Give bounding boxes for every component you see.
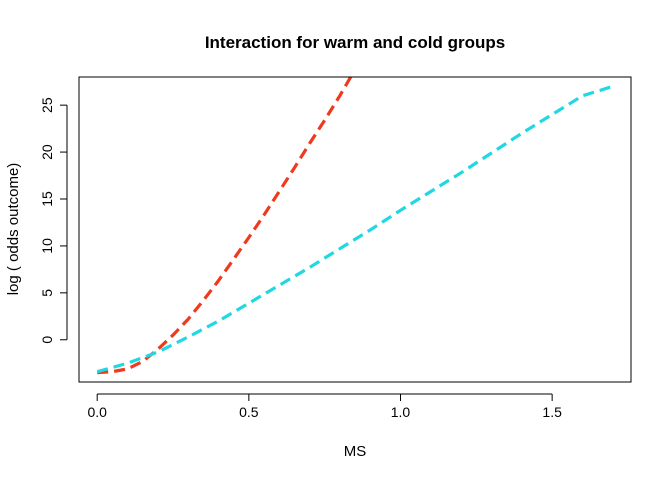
series-line-2 xyxy=(96,84,614,374)
y-tick-label: 0 xyxy=(39,336,55,344)
y-tick-label: 5 xyxy=(39,289,55,297)
y-tick-label: 10 xyxy=(39,238,55,254)
x-tick-label: 1.0 xyxy=(391,404,411,420)
y-axis: 0 5 10 15 20 25 xyxy=(39,97,68,344)
plot-frame xyxy=(78,76,632,383)
y-axis-label: log ( odds outcome) xyxy=(5,163,22,296)
x-axis-label: MS xyxy=(344,443,367,460)
x-tick-label: 0.0 xyxy=(87,404,107,420)
y-tick-label: 25 xyxy=(39,97,55,113)
series-line-1 xyxy=(97,77,353,375)
x-axis: 0.0 0.5 1.0 1.5 xyxy=(87,393,562,420)
y-tick-label: 15 xyxy=(39,191,55,207)
y-tick-label: 20 xyxy=(39,144,55,160)
chart-title: Interaction for warm and cold groups xyxy=(205,33,505,52)
x-tick-label: 0.5 xyxy=(239,404,259,420)
x-tick-label: 1.5 xyxy=(542,404,562,420)
plot-area xyxy=(96,77,614,375)
